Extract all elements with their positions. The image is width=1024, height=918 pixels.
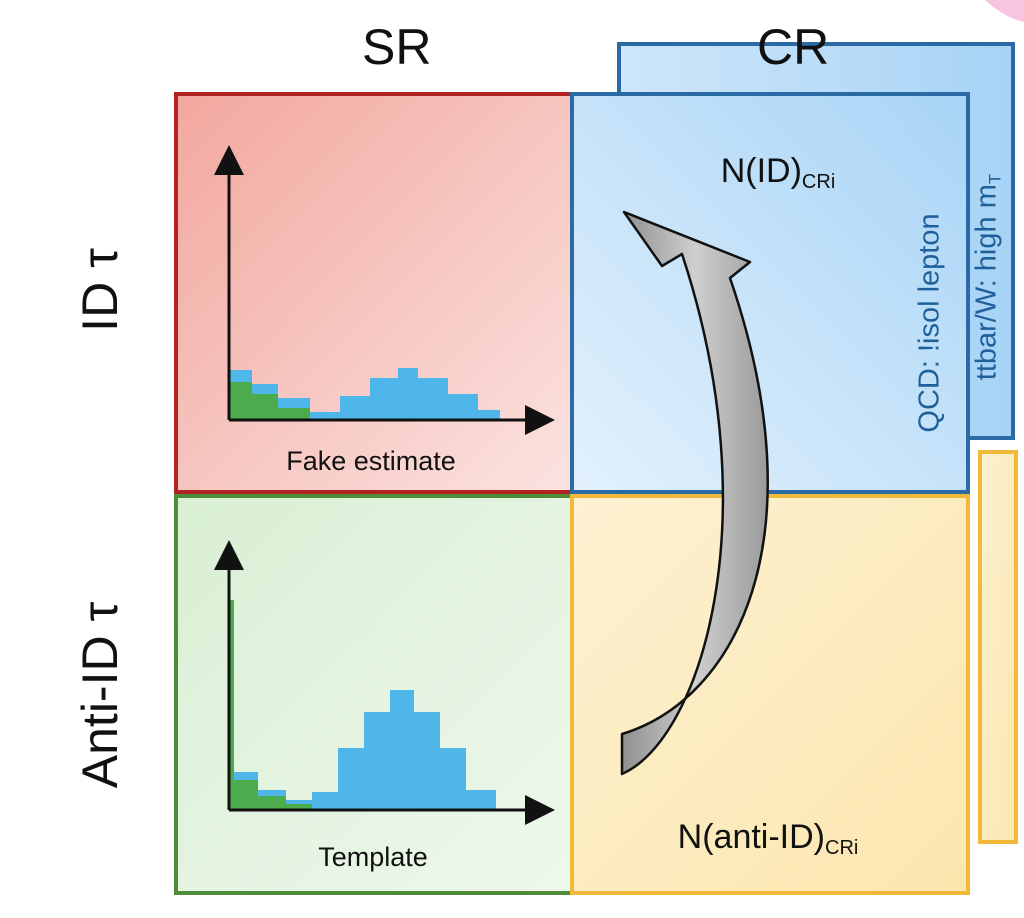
sr-anti-panel [174,494,574,895]
column-label-sr: SR [362,19,432,75]
n-anti-id-cri-label: N(anti-ID)CRi [678,818,859,860]
ttbar-main: ttbar/W: high m [970,184,1003,381]
template-histogram [214,540,555,825]
fake-estimate-histogram [214,145,555,435]
ttbar-w-region-label: ttbar/W: high mT [971,174,1006,380]
corner-decoration [985,0,1024,22]
n-id-cri-label: N(ID)CRi [721,152,836,194]
fake-hist-blue [229,368,500,420]
row-label-anti-id: Anti-ID τ [72,601,128,789]
template-hist-green [229,600,312,810]
sr-id-panel [174,92,574,494]
ttbar-subscript: T [985,173,1005,185]
row-label-id: ID τ [72,248,128,332]
template-label: Template [318,842,428,872]
cr-anti-panel [570,494,970,895]
column-label-cr: CR [757,19,830,75]
fake-estimate-label: Fake estimate [286,446,456,476]
cr-anti-back-panel [978,450,1018,844]
n-anti-id-main: N(anti-ID) [677,818,825,856]
extrapolation-arrow [620,210,769,776]
fake-hist-green [229,382,310,420]
cr-id-panel [570,92,970,494]
n-id-subscript: CRi [801,171,836,193]
template-hist-blue [229,690,496,810]
n-anti-id-subscript: CRi [825,837,859,859]
n-id-main: N(ID) [720,152,802,190]
qcd-region-label: QCD: !isol lepton [913,213,946,433]
